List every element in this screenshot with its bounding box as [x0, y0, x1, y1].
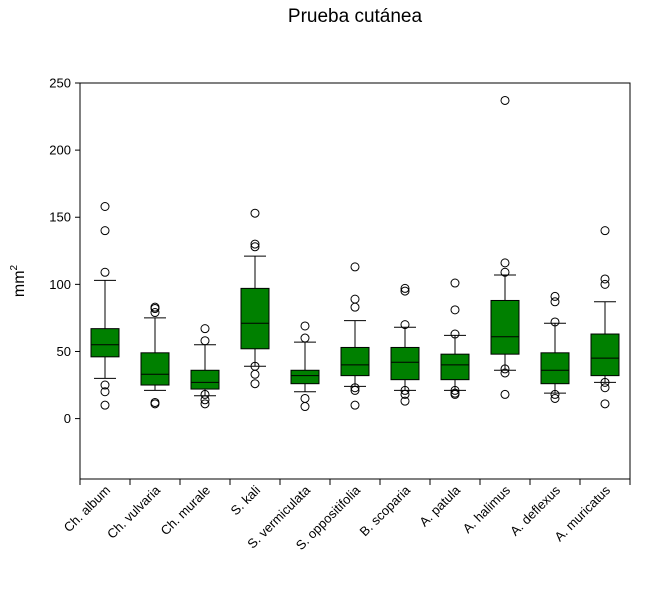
outlier-point [500, 389, 510, 399]
x-tick-label: Ch. murale [158, 483, 214, 539]
chart-title: Prueba cutánea [288, 6, 423, 27]
outlier-point [450, 329, 460, 339]
outlier-point [200, 389, 210, 399]
box [340, 346, 370, 377]
outlier-point [250, 379, 260, 389]
outlier-point [400, 385, 410, 395]
x-tick-label: S. kali [227, 482, 263, 518]
outlier-point [300, 402, 310, 412]
outlier-point [450, 388, 460, 398]
outlier-point [200, 395, 210, 405]
box [90, 328, 120, 358]
x-tick-label: A. halimus [460, 482, 514, 536]
y-tick-label: 150 [49, 210, 71, 225]
x-tick-label: Ch. album [61, 483, 114, 536]
outlier-point [400, 286, 410, 296]
outlier-point [150, 302, 160, 312]
boxes [90, 255, 620, 397]
outliers [100, 95, 610, 412]
box [140, 352, 170, 386]
y-tick-label: 100 [49, 277, 71, 292]
outlier-point [500, 258, 510, 268]
outlier-point [350, 302, 360, 312]
outlier-point [350, 383, 360, 393]
outlier-point [250, 242, 260, 252]
outlier-point [500, 95, 510, 105]
outlier-point [400, 320, 410, 330]
outlier-point [450, 385, 460, 395]
outlier-point [200, 324, 210, 334]
outlier-point [400, 396, 410, 406]
y-tick-label: 250 [49, 76, 71, 91]
y-tick-label: 0 [64, 411, 71, 426]
outlier-point [100, 380, 110, 390]
box [190, 369, 220, 390]
outlier-point [600, 383, 610, 393]
box [440, 353, 470, 381]
outlier-point [250, 361, 260, 371]
outlier-point [600, 279, 610, 289]
y-axis-label-text: mm [11, 270, 28, 297]
outlier-point [300, 393, 310, 403]
outlier-point [100, 267, 110, 277]
outlier-point [150, 397, 160, 407]
outlier-point [200, 336, 210, 346]
box [590, 333, 620, 377]
outlier-point [100, 400, 110, 410]
outlier-point [300, 321, 310, 331]
y-tick-label: 200 [49, 143, 71, 158]
outlier-point [500, 364, 510, 374]
outlier-point [350, 294, 360, 304]
outlier-point [600, 399, 610, 409]
box [240, 287, 270, 350]
x-tick-label: Ch. vulvaria [104, 482, 164, 542]
outlier-point [250, 369, 260, 379]
outlier-point [600, 226, 610, 236]
outlier-point [550, 389, 560, 399]
y-axis: 0 50 100 150 200 250 [49, 76, 80, 426]
outlier-point [350, 385, 360, 395]
box [290, 369, 320, 385]
box [540, 352, 570, 385]
x-tick-label: B. scoparia [357, 482, 414, 539]
outlier-point [300, 333, 310, 343]
box [490, 299, 520, 355]
outlier-point [550, 291, 560, 301]
box [390, 346, 420, 381]
y-axis-label-superscript: 2 [9, 264, 20, 270]
outlier-point [550, 297, 560, 307]
outlier-point [350, 262, 360, 272]
outlier-point [500, 267, 510, 277]
outlier-point [600, 377, 610, 387]
y-tick-label: 50 [57, 344, 71, 359]
outlier-point [150, 308, 160, 318]
outlier-point [400, 389, 410, 399]
outlier-point [500, 368, 510, 378]
outlier-point [200, 399, 210, 409]
outlier-point [450, 278, 460, 288]
outlier-point [550, 317, 560, 327]
outlier-point [600, 274, 610, 284]
y-axis-label: mm2 [9, 264, 28, 297]
outlier-point [350, 400, 360, 410]
outlier-point [100, 387, 110, 397]
outlier-point [100, 201, 110, 211]
outlier-point [250, 239, 260, 249]
x-tick-label: A. patula [416, 482, 463, 529]
outlier-point [450, 305, 460, 315]
plot-frame [79, 82, 631, 480]
outlier-point [250, 208, 260, 218]
outlier-point [550, 393, 560, 403]
outlier-point [100, 226, 110, 236]
outlier-point [400, 283, 410, 293]
